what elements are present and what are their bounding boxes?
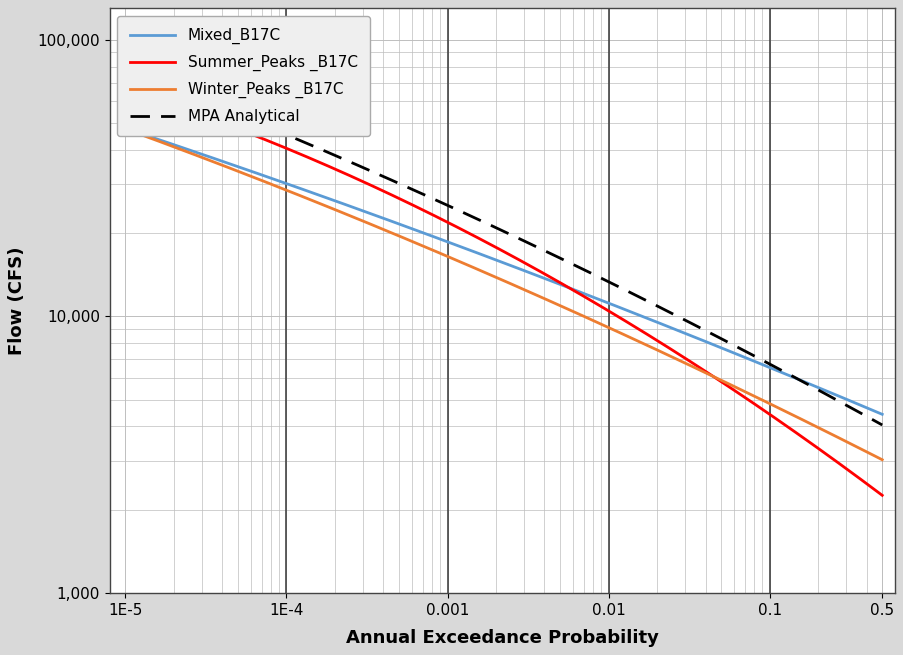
Mixed_B17C bbox=[120, 124, 131, 132]
Y-axis label: Flow (CFS): Flow (CFS) bbox=[8, 246, 26, 355]
Line: Winter_Peaks _B17C: Winter_Peaks _B17C bbox=[126, 129, 881, 460]
Line: Summer_Peaks _B17C: Summer_Peaks _B17C bbox=[126, 89, 881, 495]
Winter_Peaks _B17C bbox=[529, 290, 540, 298]
Summer_Peaks _B17C bbox=[876, 491, 887, 499]
Summer_Peaks _B17C bbox=[483, 240, 494, 248]
Summer_Peaks _B17C bbox=[479, 238, 489, 246]
Winter_Peaks _B17C bbox=[483, 271, 494, 278]
Mixed_B17C bbox=[570, 286, 581, 294]
Winter_Peaks _B17C bbox=[120, 125, 131, 133]
MPA Analytical bbox=[858, 411, 869, 419]
Summer_Peaks _B17C bbox=[858, 477, 869, 485]
Winter_Peaks _B17C bbox=[570, 309, 581, 316]
Summer_Peaks _B17C bbox=[529, 265, 540, 272]
Legend: Mixed_B17C, Summer_Peaks _B17C, Winter_Peaks _B17C, MPA Analytical: Mixed_B17C, Summer_Peaks _B17C, Winter_P… bbox=[117, 16, 369, 136]
MPA Analytical bbox=[529, 242, 540, 250]
MPA Analytical bbox=[483, 221, 494, 229]
Mixed_B17C bbox=[529, 271, 540, 278]
Mixed_B17C bbox=[876, 411, 887, 419]
Mixed_B17C bbox=[858, 403, 869, 411]
Line: MPA Analytical: MPA Analytical bbox=[126, 70, 881, 425]
MPA Analytical bbox=[570, 262, 581, 270]
Winter_Peaks _B17C bbox=[876, 456, 887, 464]
MPA Analytical bbox=[120, 66, 131, 74]
Winter_Peaks _B17C bbox=[479, 269, 489, 276]
MPA Analytical bbox=[740, 348, 750, 356]
MPA Analytical bbox=[479, 219, 489, 227]
Winter_Peaks _B17C bbox=[858, 447, 869, 455]
Mixed_B17C bbox=[479, 252, 489, 259]
Mixed_B17C bbox=[483, 253, 494, 261]
X-axis label: Annual Exceedance Probability: Annual Exceedance Probability bbox=[346, 629, 658, 646]
Summer_Peaks _B17C bbox=[570, 288, 581, 295]
Line: Mixed_B17C: Mixed_B17C bbox=[126, 128, 881, 415]
Winter_Peaks _B17C bbox=[740, 388, 750, 396]
Summer_Peaks _B17C bbox=[120, 85, 131, 93]
Summer_Peaks _B17C bbox=[740, 394, 750, 402]
MPA Analytical bbox=[876, 421, 887, 429]
Mixed_B17C bbox=[740, 354, 750, 362]
